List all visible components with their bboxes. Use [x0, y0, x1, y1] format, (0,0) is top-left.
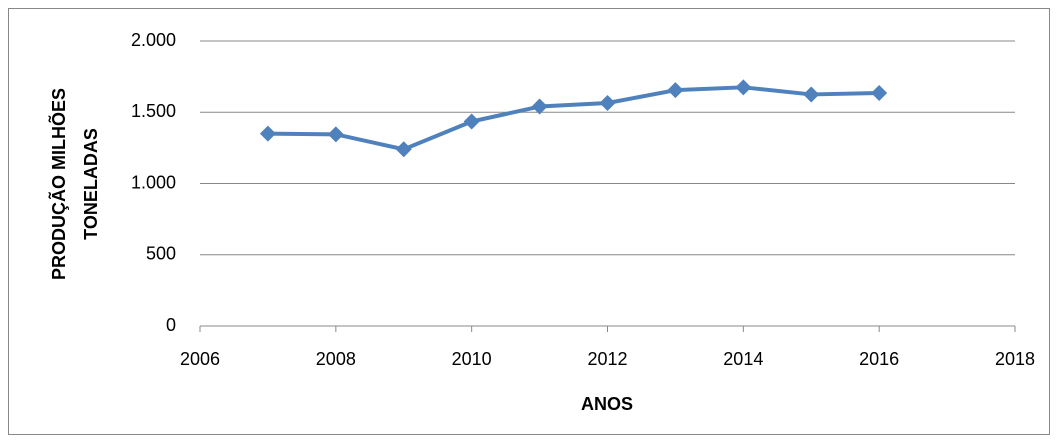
x-tick-label: 2014 — [723, 349, 763, 369]
x-tick-label: 2016 — [859, 349, 899, 369]
y-axis-label: PRODUÇÃO MILHÕES — [48, 88, 69, 280]
y-tick-label: 1.500 — [131, 101, 176, 121]
point-marker — [259, 125, 276, 142]
point-marker — [327, 126, 344, 143]
point-marker — [599, 94, 616, 111]
y-tick-label: 0 — [166, 315, 176, 335]
x-tick-label: 2010 — [452, 349, 492, 369]
point-marker — [735, 79, 752, 96]
x-tick-label: 2012 — [587, 349, 627, 369]
point-marker — [871, 85, 888, 102]
point-marker — [395, 141, 412, 158]
x-tick-label: 2018 — [995, 349, 1035, 369]
point-marker — [463, 113, 480, 130]
y-axis-label: TONELADAS — [81, 128, 101, 240]
point-marker — [667, 82, 684, 99]
series-line — [267, 85, 880, 152]
chart-frame — [8, 8, 1050, 435]
y-tick-label: 500 — [146, 244, 176, 264]
x-tick-label: 2006 — [180, 349, 220, 369]
y-tick-label: 1.000 — [131, 172, 176, 192]
x-tick-label: 2008 — [316, 349, 356, 369]
point-marker — [531, 98, 548, 115]
y-tick-label: 2.000 — [131, 30, 176, 50]
point-marker — [803, 86, 820, 103]
x-axis-label: ANOS — [581, 394, 633, 414]
